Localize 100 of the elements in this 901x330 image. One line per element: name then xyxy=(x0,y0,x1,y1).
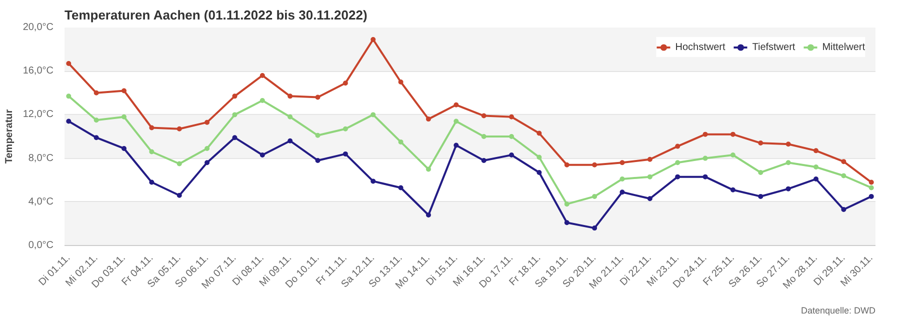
point xyxy=(288,94,293,99)
point xyxy=(454,118,459,124)
point xyxy=(288,138,293,144)
point xyxy=(204,120,210,125)
point xyxy=(841,159,846,164)
point xyxy=(232,135,238,140)
point xyxy=(536,170,542,175)
point xyxy=(94,135,99,140)
point xyxy=(620,176,625,182)
point xyxy=(122,88,127,94)
point xyxy=(509,134,514,139)
point xyxy=(730,152,736,158)
point xyxy=(813,176,818,182)
point xyxy=(122,146,127,151)
point xyxy=(342,80,348,86)
point xyxy=(730,132,736,137)
point xyxy=(481,134,486,139)
point xyxy=(398,80,404,84)
point xyxy=(370,178,376,184)
point xyxy=(675,174,680,180)
point xyxy=(647,156,652,162)
point xyxy=(122,114,127,120)
y-tick-label: 0,0°C xyxy=(28,240,54,251)
point xyxy=(758,194,764,199)
y-axis-title: Temperatur xyxy=(4,109,15,164)
point xyxy=(620,190,625,195)
point xyxy=(841,207,846,212)
point xyxy=(66,60,72,66)
point xyxy=(232,112,238,118)
point xyxy=(702,132,708,137)
point xyxy=(426,212,431,218)
point xyxy=(454,102,459,108)
point xyxy=(149,180,154,185)
point xyxy=(620,160,625,166)
point xyxy=(66,118,72,124)
legend-label: Mittelwert xyxy=(822,42,865,52)
chart-title: Temperaturen Aachen (01.11.2022 bis 30.11.2022) xyxy=(64,8,368,22)
point xyxy=(149,125,154,130)
point xyxy=(647,174,652,180)
point xyxy=(176,192,182,198)
point xyxy=(426,166,431,172)
point xyxy=(536,154,542,160)
point xyxy=(94,90,99,96)
point xyxy=(315,158,320,163)
point xyxy=(564,220,570,226)
point xyxy=(342,151,348,156)
point xyxy=(481,158,486,163)
point xyxy=(204,146,210,151)
y-tick-label: 16,0°C xyxy=(22,66,54,77)
point xyxy=(758,140,764,146)
point xyxy=(675,144,680,149)
point xyxy=(315,94,320,100)
point xyxy=(260,98,265,104)
y-tick-label: 12,0°C xyxy=(22,109,54,120)
point xyxy=(315,132,320,138)
point xyxy=(702,156,708,161)
point xyxy=(370,112,376,118)
point xyxy=(176,126,182,132)
point xyxy=(66,94,72,99)
legend-label: Tiefstwert xyxy=(752,42,796,52)
point xyxy=(786,186,791,192)
point xyxy=(260,152,265,158)
point xyxy=(232,94,238,99)
point xyxy=(509,152,514,158)
point xyxy=(564,162,570,168)
legend-label: Hochstwert xyxy=(675,42,726,52)
point xyxy=(786,160,791,166)
point xyxy=(149,149,154,154)
y-tick-label: 8,0°C xyxy=(28,152,54,164)
point xyxy=(730,187,736,192)
point xyxy=(454,142,459,148)
point xyxy=(813,148,818,154)
point xyxy=(288,114,293,120)
point xyxy=(868,185,874,190)
point xyxy=(509,114,514,120)
point xyxy=(426,116,431,122)
point xyxy=(675,160,680,166)
point xyxy=(592,162,598,168)
point xyxy=(536,130,542,136)
point xyxy=(342,126,348,132)
point xyxy=(176,161,182,166)
point xyxy=(702,174,708,180)
point xyxy=(868,194,874,199)
point xyxy=(204,160,210,166)
point xyxy=(647,196,652,202)
point xyxy=(758,170,764,175)
point xyxy=(592,194,598,199)
point xyxy=(564,202,570,207)
point xyxy=(813,164,818,170)
point xyxy=(786,142,791,147)
point xyxy=(841,173,846,178)
y-tick-label: 20,0°C xyxy=(22,22,54,33)
text: Datenquelle: DWD xyxy=(800,306,876,316)
point xyxy=(592,226,598,231)
point xyxy=(398,185,404,190)
point xyxy=(868,180,874,185)
point xyxy=(481,113,486,118)
point xyxy=(94,118,99,123)
point xyxy=(260,72,265,78)
point xyxy=(370,36,376,42)
